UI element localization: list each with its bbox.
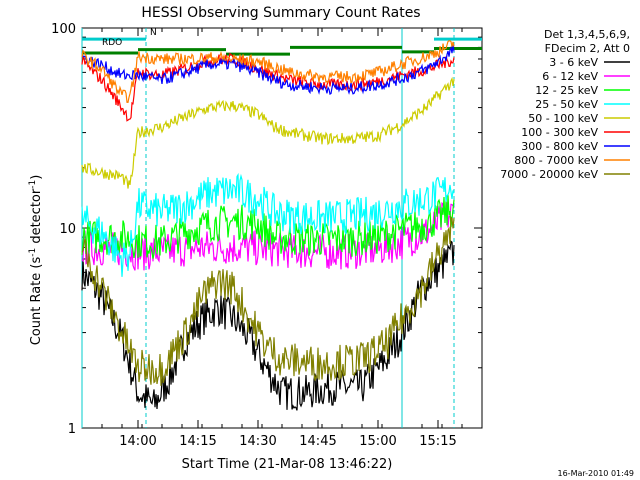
x-tick-label: 15:00 [359,434,396,449]
legend-entry-label: 50 - 100 keV [528,112,598,125]
series-line-4 [81,76,455,189]
legend-entry-label: 25 - 50 keV [535,98,598,111]
x-tick-label: 14:15 [179,434,216,449]
timestamp-footer: 16-Mar-2010 01:49 [557,469,635,478]
series-line-3 [81,172,455,277]
legend-entry-label: 7000 - 20000 keV [500,168,598,181]
legend-entry-label: 100 - 300 keV [521,126,598,139]
series-line-7 [81,40,455,104]
y-tick-label: 1 [68,422,76,437]
series-line-0 [81,240,455,411]
legend-entry-label: 3 - 6 keV [549,56,598,69]
chart-title: HESSI Observing Summary Count Rates [141,5,420,21]
x-axis-label: Start Time (21-Mar-08 13:46:22) [182,457,393,472]
y-axis-label-sup1: -1 [28,248,38,257]
series-line-8 [81,215,455,386]
y-axis-label-mid: detector [29,188,44,248]
axes: 1 10 100 14:00 14:15 14:30 14:45 15:00 15:15 [51,22,483,449]
x-tick-label: 14:00 [119,434,156,449]
x-tick-label: 14:30 [239,434,276,449]
legend-entry-label: 6 - 12 keV [542,70,598,83]
y-axis-label-suffix: ) [29,175,44,180]
x-tick-label: 14:45 [299,434,336,449]
n-annotation: N [150,28,157,38]
legend-entry-label: 300 - 800 keV [521,140,598,153]
y-axis-label-prefix: Count Rate (s [29,257,44,346]
y-tick-label: 10 [59,222,76,237]
x-tick-label: 15:15 [419,434,456,449]
series-layer: RDO N [81,28,482,428]
y-axis-label-sup2: -1 [28,180,38,189]
y-axis-label: Count Rate (s-1 detector-1) [28,175,44,346]
series-line-2 [81,195,455,259]
series-line-5 [81,52,455,122]
legend-header-line: FDecim 2, Att 0 [545,42,630,55]
rdo-annotation: RDO [102,38,122,48]
legend-header-line: Det 1,3,4,5,6,9, [544,28,630,41]
legend-entry-label: 800 - 7000 keV [514,154,598,167]
series-line-1 [81,201,455,271]
legend: Det 1,3,4,5,6,9,FDecim 2, Att 03 - 6 keV… [500,28,630,181]
series-line-6 [81,44,455,96]
legend-entry-label: 12 - 25 keV [535,84,598,97]
y-tick-label: 100 [51,22,76,37]
